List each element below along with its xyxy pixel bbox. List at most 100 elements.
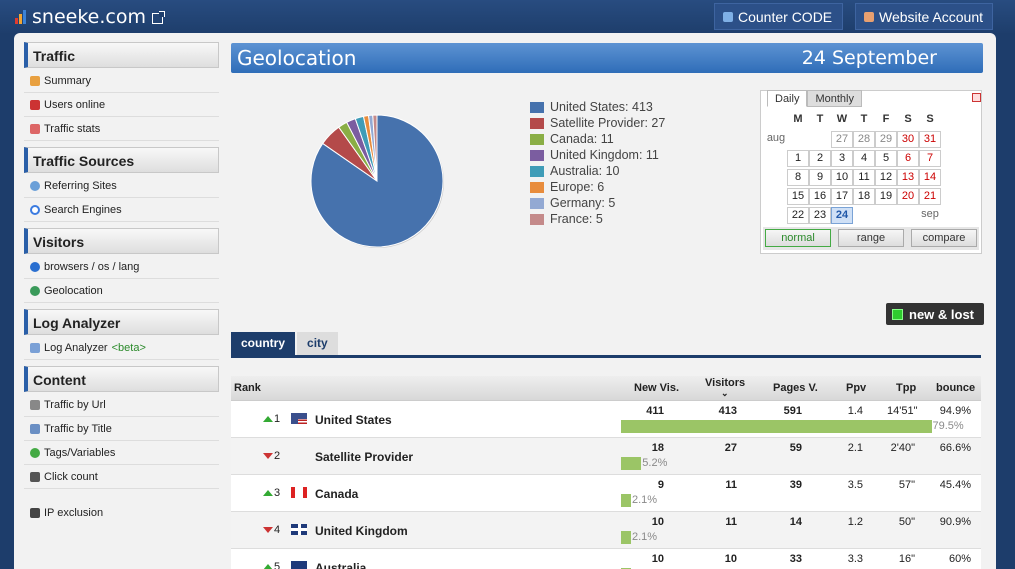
cell-bounce: 90.9% <box>939 516 971 528</box>
calendar-day[interactable]: 12 <box>875 169 897 186</box>
compare-button[interactable]: compare <box>911 229 977 247</box>
header-visitors[interactable]: Visitors <box>705 377 746 389</box>
calendar-day[interactable]: 14 <box>919 169 941 186</box>
cell-ppv: 3.5 <box>847 479 863 491</box>
calendar-day[interactable]: 19 <box>875 188 897 205</box>
sidebar-item-search-engines[interactable]: Search Engines <box>24 198 219 222</box>
legend-swatch <box>530 181 544 193</box>
header-pages[interactable]: Pages V. <box>773 382 818 394</box>
calendar-day[interactable]: 15 <box>787 188 809 205</box>
live-icon <box>30 99 40 110</box>
sidebar-item-traffic-by-title[interactable]: Traffic by Title <box>24 417 219 441</box>
logo[interactable]: sneeke.com <box>15 6 165 28</box>
sidebar-item-summary[interactable]: Summary <box>24 69 219 93</box>
tab-daily[interactable]: Daily <box>767 90 808 107</box>
header-bounce[interactable]: bounce <box>936 382 976 394</box>
table-row[interactable]: 5 Australia 10 10 33 3.3 16" 60% <box>231 549 981 569</box>
sidebar-item-tags[interactable]: Tags/Variables <box>24 441 219 465</box>
cell-ppv: 1.2 <box>847 516 863 528</box>
range-button[interactable]: range <box>838 229 904 247</box>
calendar-day[interactable]: 3 <box>831 150 853 167</box>
legend-label: Europe: 6 <box>550 180 605 194</box>
sidebar-item-users-online[interactable]: Users online <box>24 93 219 117</box>
cell-pages: 39 <box>789 479 802 491</box>
calendar-day[interactable]: 30 <box>897 131 919 148</box>
legend-label: United Kingdom: 11 <box>550 148 659 162</box>
counter-code-button[interactable]: Counter CODE <box>714 3 843 30</box>
calendar-day-header: T <box>860 113 868 125</box>
table-row[interactable]: 1 United States 411 413 591 1.4 14'51" 94.9% 79.… <box>231 401 981 438</box>
calendar-day[interactable]: 10 <box>831 169 853 186</box>
calendar-empty <box>809 131 831 148</box>
rank-up-icon <box>263 490 273 496</box>
calendar-day[interactable]: 21 <box>919 188 941 205</box>
calendar-day[interactable]: 8 <box>787 169 809 186</box>
calendar-day-header: S <box>926 113 934 125</box>
normal-button[interactable]: normal <box>765 229 831 247</box>
calendar-month-label <box>765 188 787 205</box>
calendar-day[interactable]: 28 <box>853 131 875 148</box>
cell-pages: 591 <box>783 405 802 417</box>
sidebar-item-traffic-stats[interactable]: Traffic stats <box>24 117 219 141</box>
sidebar-item-browsers[interactable]: browsers / os / lang <box>24 255 219 279</box>
calendar-day[interactable]: 5 <box>875 150 897 167</box>
tab-monthly[interactable]: Monthly <box>807 90 862 107</box>
calendar-icon[interactable] <box>972 93 981 102</box>
page-title: Geolocation <box>237 46 357 70</box>
table-row[interactable]: 2 Satellite Provider 18 27 59 2.1 2'40" 66.6% 5.… <box>231 438 981 475</box>
country-name[interactable]: Australia <box>315 561 367 569</box>
share-percent: 2.1% <box>632 494 658 506</box>
sidebar-item-click-count[interactable]: Click count <box>24 465 219 489</box>
country-name[interactable]: Canada <box>315 487 359 501</box>
calendar-day[interactable]: 18 <box>853 188 875 205</box>
calendar-day[interactable]: 23 <box>809 207 831 224</box>
calendar-day-header: T <box>816 113 824 125</box>
calendar-day[interactable]: 16 <box>809 188 831 205</box>
rank-cell: 5 <box>263 561 280 569</box>
calendar-day[interactable]: 24 <box>831 207 853 224</box>
calendar-day[interactable]: 27 <box>831 131 853 148</box>
tab-city[interactable]: city <box>297 332 338 355</box>
sidebar-item-traffic-by-url[interactable]: Traffic by Url <box>24 393 219 417</box>
calendar-day[interactable]: 9 <box>809 169 831 186</box>
calendar-month-label <box>765 150 787 167</box>
calendar-empty <box>897 207 919 224</box>
header-tpp[interactable]: Tpp <box>896 382 917 394</box>
calendar-day[interactable]: 2 <box>809 150 831 167</box>
table-row[interactable]: 4 United Kingdom 10 11 14 1.2 50" 90.9% 2.1% <box>231 512 981 549</box>
header-ppv[interactable]: Ppv <box>846 382 867 394</box>
sidebar-item-referring-sites[interactable]: Referring Sites <box>24 174 219 198</box>
country-name[interactable]: United Kingdom <box>315 524 408 538</box>
calendar-day[interactable]: 1 <box>787 150 809 167</box>
calendar-day[interactable]: 29 <box>875 131 897 148</box>
calendar-day[interactable]: 31 <box>919 131 941 148</box>
cell-ppv: 3.3 <box>847 553 863 565</box>
calendar-day[interactable]: 11 <box>853 169 875 186</box>
external-link-icon[interactable] <box>151 10 165 24</box>
sidebar-item-ip-exclusion[interactable]: IP exclusion <box>24 501 219 525</box>
country-name[interactable]: Satellite Provider <box>315 450 414 464</box>
section-visitors: Visitors <box>24 228 219 254</box>
table-row[interactable]: 3 Canada 9 11 39 3.5 57" 45.4% 2.1% <box>231 475 981 512</box>
calendar-day[interactable]: 22 <box>787 207 809 224</box>
rank-number: 2 <box>274 450 281 462</box>
calendar-day[interactable]: 13 <box>897 169 919 186</box>
calendar-day[interactable]: 17 <box>831 188 853 205</box>
sidebar-item-geolocation[interactable]: Geolocation <box>24 279 219 303</box>
legend-label: Satellite Provider: 27 <box>550 116 666 130</box>
tab-country[interactable]: country <box>231 332 296 355</box>
header-rank[interactable]: Rank <box>234 382 261 394</box>
sidebar-item-log-analyzer[interactable]: Log Analyzer <beta> <box>24 336 219 360</box>
calendar-tabs: Daily Monthly <box>767 90 862 107</box>
share-percent: 2.1% <box>632 531 658 543</box>
header-new-visitors[interactable]: New Vis. <box>634 382 680 394</box>
website-account-button[interactable]: Website Account <box>855 3 993 30</box>
country-name[interactable]: United States <box>315 413 392 427</box>
calendar-day[interactable]: 20 <box>897 188 919 205</box>
flag-au-icon <box>291 561 307 569</box>
calendar-day[interactable]: 6 <box>897 150 919 167</box>
new-lost-button[interactable]: new & lost <box>886 303 984 325</box>
calendar-day[interactable]: 4 <box>853 150 875 167</box>
title-bar: Geolocation 24 September <box>231 43 983 73</box>
calendar-day[interactable]: 7 <box>919 150 941 167</box>
